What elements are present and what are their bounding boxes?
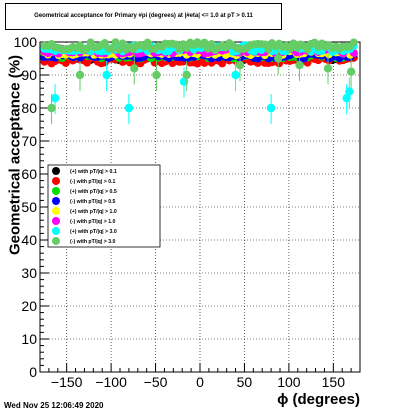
data-point-outlier — [266, 103, 276, 113]
legend-entry: (-) with pT/|q| > 0.5 — [70, 199, 116, 205]
data-point-outlier — [152, 70, 161, 80]
timestamp: Wed Nov 25 12:06:49 2020 — [4, 401, 104, 410]
legend-entry: (-) with pT/|q| > 3.0 — [70, 239, 116, 245]
legend-entry: (-) with pT/|q| > 1.0 — [70, 219, 116, 225]
data-point-outlier — [47, 103, 56, 113]
data-point-outlier — [231, 70, 240, 80]
legend-marker — [52, 237, 60, 245]
legend-entry: (+) with pT/|q| > 1.0 — [70, 209, 117, 215]
y-tick-label: 90 — [21, 67, 37, 83]
data-point-outlier — [102, 70, 111, 80]
data-point-outlier — [50, 93, 60, 103]
x-tick-label: −150 — [51, 374, 83, 390]
data-point-outlier — [130, 64, 139, 73]
y-axis-label: Geometrical acceptance (%) — [6, 54, 24, 256]
data-point — [111, 38, 120, 47]
data-point — [83, 44, 92, 53]
y-tick-label: 50 — [21, 199, 37, 215]
data-point-outlier — [235, 60, 245, 70]
data-point — [118, 39, 127, 48]
data-point — [207, 40, 216, 49]
data-point-outlier — [342, 93, 351, 103]
y-tick-label: 80 — [21, 100, 37, 116]
axis-ticks: −150 −100 −50 0 50 100 150 0 10 20 30 40 50 60 70 80 90 1… — [14, 34, 352, 390]
legend-box — [47, 164, 161, 248]
data-point-outlier — [182, 70, 191, 80]
legend-entry: (+) with pT/|q| > 3.0 — [70, 229, 117, 235]
legend-marker — [52, 167, 60, 175]
y-tick-label: 10 — [21, 331, 37, 347]
legend: (+) with pT/|q| > 0.1 (-) with pT/|q| > 0… — [47, 164, 161, 248]
x-tick-label: 150 — [322, 374, 346, 390]
data-markers — [40, 38, 358, 124]
legend-marker — [52, 207, 60, 215]
grid-lines — [40, 41, 360, 373]
legend-marker — [52, 217, 60, 225]
data-point-outlier — [346, 67, 356, 76]
x-tick-label: 50 — [237, 374, 253, 390]
data-point-outlier — [274, 54, 283, 63]
series-markers — [40, 38, 358, 124]
x-axis-label: ϕ (degrees) — [277, 391, 360, 408]
legend-entry: (-) with pT/|q| > 0.1 — [70, 179, 116, 185]
legend-marker — [52, 227, 60, 235]
y-tick-label: 0 — [29, 364, 37, 380]
data-point — [349, 38, 358, 47]
y-tick-label: 30 — [21, 265, 37, 281]
chart-title: Geometrical acceptance for Primary #pi (… — [5, 3, 282, 30]
legend-marker — [52, 187, 60, 195]
y-tick-label: 70 — [21, 133, 37, 149]
x-tick-label: 100 — [277, 374, 301, 390]
legend-entry: (+) with pT/|q| > 0.5 — [70, 189, 117, 195]
data-point-outlier — [323, 64, 333, 73]
y-tick-label: 100 — [14, 34, 38, 50]
y-tick-label: 40 — [21, 232, 37, 248]
y-tick-label: 20 — [21, 298, 37, 314]
legend-marker — [52, 197, 60, 205]
data-point — [108, 45, 116, 54]
y-tick-label: 60 — [21, 166, 37, 182]
data-point-outlier — [75, 70, 85, 80]
data-point — [200, 38, 209, 47]
x-tick-label: −50 — [144, 374, 168, 390]
x-tick-label: −100 — [95, 374, 127, 390]
data-point — [143, 38, 152, 47]
x-tick-label: 0 — [196, 374, 204, 390]
data-point-outlier — [295, 60, 304, 70]
legend-entry: (+) with pT/|q| > 0.1 — [70, 169, 117, 175]
legend-marker — [52, 177, 60, 185]
data-point — [264, 45, 273, 54]
data-point-outlier — [124, 103, 134, 113]
data-point — [115, 45, 124, 54]
data-point-outlier — [179, 77, 189, 86]
data-point-outlier — [345, 87, 354, 96]
